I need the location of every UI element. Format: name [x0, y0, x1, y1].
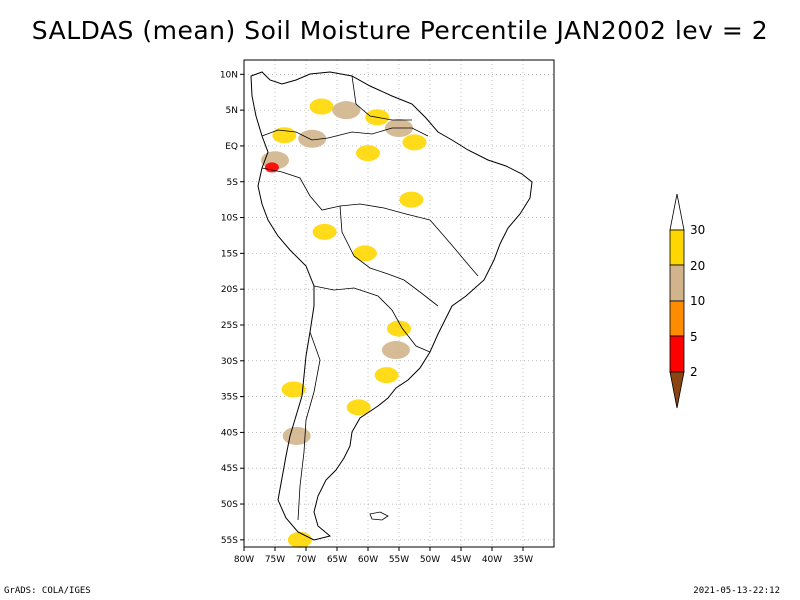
x-tick-label: 35W: [513, 555, 533, 565]
anomaly-patch-c20_30: [281, 381, 306, 398]
colorbar: 30 20 10 5 2: [669, 193, 705, 409]
y-axis-ticks: 10N 5N EQ 5S 10S 15S 20S 25S 30S 35S 40S 45S 50S 55S: [220, 70, 244, 546]
x-axis-ticks: 80W 75W 70W 65W 60W 55W 50W 45W 40W 35W: [234, 547, 533, 565]
falklands: [369, 511, 389, 521]
anomaly-patch-c20_30: [272, 127, 297, 144]
y-tick-label: 50S: [221, 500, 238, 510]
colorbar-label-2: 2: [690, 365, 698, 379]
footer-credit: GrADS: COLA/IGES: [4, 586, 91, 596]
colorbar-label-10: 10: [690, 294, 705, 308]
x-tick-label: 80W: [234, 555, 254, 565]
x-tick-label: 65W: [327, 555, 347, 565]
x-tick-label: 75W: [265, 555, 285, 565]
anomaly-patch-c20_30: [402, 134, 427, 151]
y-tick-label: 35S: [221, 393, 238, 403]
x-tick-label: 70W: [296, 555, 316, 565]
anomaly-patch-c20_30: [352, 245, 377, 262]
colorbar-2-5: [669, 335, 685, 373]
anomaly-patch-c10_20: [298, 129, 327, 148]
country-borders: [261, 75, 479, 521]
y-tick-label: 40S: [221, 428, 238, 438]
continent-outline: [250, 71, 533, 541]
anomaly-patch-c20_30: [387, 320, 411, 337]
y-tick-label: 15S: [221, 249, 238, 259]
anomaly-patch-c20_30: [287, 531, 312, 548]
coastline: [250, 71, 533, 541]
anomaly-patch-c10_20: [282, 426, 311, 445]
colorbar-gt30: [669, 193, 685, 231]
y-tick-label: 5S: [227, 178, 239, 188]
anomaly-patch-c2_5: [264, 162, 279, 173]
colorbar-5-10: [669, 300, 685, 337]
border-peru-brazil: [261, 167, 431, 221]
map-title: SALDAS (mean) Soil Moisture Percentile J…: [31, 16, 769, 45]
x-tick-label: 60W: [358, 555, 378, 565]
x-tick-label: 50W: [420, 555, 440, 565]
y-tick-label: EQ: [225, 142, 238, 152]
border-north: [261, 127, 429, 141]
colorbar-20-30: [669, 229, 685, 266]
y-tick-label: 30S: [221, 357, 238, 367]
colorbar-10-20: [669, 264, 685, 302]
x-tick-label: 40W: [482, 555, 502, 565]
colorbar-lt2: [669, 371, 685, 409]
footer-timestamp: 2021-05-13-22:12: [693, 586, 780, 596]
anomaly-patch-c20_30: [399, 191, 424, 208]
anomaly-patch-c10_20: [381, 341, 410, 360]
y-tick-label: 55S: [221, 536, 238, 546]
y-tick-label: 10N: [220, 70, 238, 80]
y-tick-label: 20S: [221, 285, 238, 295]
anomaly-patch-c20_30: [309, 98, 334, 115]
anomaly-patch-c20_30: [312, 223, 337, 240]
colorbar-label-20: 20: [690, 259, 705, 273]
colorbar-label-30: 30: [690, 223, 705, 237]
y-tick-label: 10S: [221, 214, 238, 224]
border-brazil-inner: [429, 219, 479, 277]
colorbar-label-5: 5: [690, 330, 698, 344]
border-bolivia: [339, 205, 439, 307]
anomaly-patch-c10_20: [332, 101, 361, 120]
border-argentina: [313, 285, 431, 353]
anomaly-patches: [261, 98, 427, 548]
y-tick-label: 45S: [221, 464, 238, 474]
border-chile: [297, 331, 321, 521]
border-venezuela: [351, 75, 412, 121]
y-tick-label: 25S: [221, 321, 238, 331]
anomaly-patch-c20_30: [346, 399, 371, 416]
x-tick-label: 45W: [451, 555, 471, 565]
x-tick-label: 55W: [389, 555, 409, 565]
anomaly-patch-c20_30: [356, 145, 380, 162]
anomaly-patch-c20_30: [374, 367, 399, 384]
y-tick-label: 5N: [226, 106, 238, 116]
